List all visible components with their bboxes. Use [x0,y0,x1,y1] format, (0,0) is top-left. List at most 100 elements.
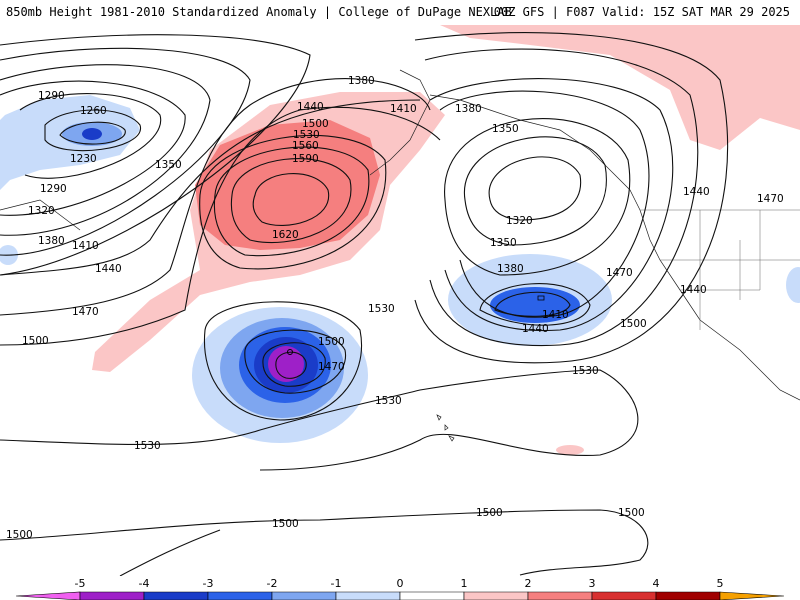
positive-anomaly-small [556,445,584,455]
colorbar-segment [719,591,785,600]
contour-1500 [0,106,441,346]
contour-1350-east [464,136,607,246]
colorbar-tick-label: 5 [717,577,724,590]
colorbar-tick-label: -1 [331,577,342,590]
contour-1410 [0,34,311,276]
colorbar-tick-label: -5 [75,577,86,590]
contour-labels: 1290 1260 1230 1290 1320 1350 1380 1410 … [6,75,784,541]
colorbar-tick-label: 1 [461,577,468,590]
contour-1350 [0,64,211,236]
contour-1440-central [275,351,307,379]
contour-1500-southwest [119,529,221,576]
colorbar-segment [399,591,465,600]
low-center-markers [287,295,545,355]
negative-anomaly-central-band-5 [268,346,304,382]
negative-anomaly-nw-band-1 [0,95,140,190]
contour-1470-central [262,342,326,387]
contour-label: 1530 [375,395,402,407]
colorbar-segment [591,591,657,600]
contour-label: 1500 [620,318,647,330]
contour-1500-east [414,32,729,364]
contour-label: 1470 [318,361,345,373]
contour-1410-east-low [494,291,571,317]
coastline-north-america [429,94,800,401]
coastlines [0,69,800,442]
anomaly-map: 1290 1260 1230 1290 1320 1350 1380 1410 … [0,22,800,576]
header-bar: 850mb Height 1981-2010 Standardized Anom… [0,0,800,22]
negative-anomaly-far-east [786,267,800,303]
contour-1290 [19,93,162,179]
contour-1590 [230,158,352,244]
contour-1530 [199,134,387,270]
contour-label: 1530 [134,440,161,452]
contour-1530-mid [0,369,639,471]
contour-label: 1350 [492,123,519,135]
anomaly-colorbar: -5 -4 -3 -2 -1 0 1 2 3 4 5 [15,577,785,600]
contour-1620 [252,173,330,226]
contour-label: 1260 [80,105,107,117]
positive-anomaly-ne [440,25,800,150]
contour-label: 1530 [368,303,395,315]
coastline-asia [0,199,81,231]
contour-label: 1440 [683,186,710,198]
contour-1320 [0,80,186,216]
contour-1440-east-low [479,283,591,326]
contour-1530-central [203,301,362,421]
colorbar-tick-label: -2 [267,577,278,590]
contour-label: 1560 [292,140,319,152]
contour-1440-east [429,78,674,332]
contour-1230 [59,121,126,145]
contour-1470 [0,78,431,316]
colorbar-segment [207,591,273,600]
contour-label: 1440 [95,263,122,275]
colorbar-segment [655,591,721,600]
contour-label: 1500 [618,507,645,519]
contour-label: 1380 [38,235,65,247]
contour-label: 1410 [72,240,99,252]
contour-1440 [0,99,421,276]
contour-label: 1350 [490,237,517,249]
contour-1410-east [439,90,650,318]
contour-label: 1470 [72,306,99,318]
contour-label: 1500 [6,529,33,541]
run-valid-time: 00Z GFS | F087 Valid: 15Z SAT MAR 29 202… [493,5,790,19]
contour-label: 1530 [293,129,320,141]
map-title: 850mb Height 1981-2010 Standardized Anom… [6,5,512,19]
contour-label: 1590 [292,153,319,165]
contour-label: 1290 [40,183,67,195]
contour-1380 [0,47,251,256]
contour-label: 1500 [476,507,503,519]
low-center-marker [287,349,293,355]
contour-1470-east [424,48,699,347]
contour-label: 1530 [572,365,599,377]
colorbar-segment [335,591,401,600]
contour-label: 1410 [542,309,569,321]
contour-label: 1350 [155,159,182,171]
contour-label: 1500 [318,336,345,348]
colorbar-tick-label: -4 [139,577,150,590]
contour-label: 1290 [38,90,65,102]
negative-anomaly-shading [0,95,800,443]
contour-label: 1380 [348,75,375,87]
colorbar-tick-label: -3 [203,577,214,590]
state-borders [640,209,800,330]
coastline-alaska [369,69,431,176]
colorbar-tick-label: 0 [397,577,404,590]
contour-1560 [213,146,370,257]
negative-anomaly-nw-band-3 [82,128,102,140]
height-contours [0,32,729,576]
contour-1260 [44,109,141,152]
contour-label: 1470 [606,267,633,279]
colorbar-tick-label: 2 [525,577,532,590]
colorbar-tick-label: 4 [653,577,660,590]
contour-label: 1500 [22,335,49,347]
colorbar-segment [271,591,337,600]
contour-label: 1440 [522,323,549,335]
hawaii-islands [436,414,455,442]
contour-label: 1320 [28,205,55,217]
contour-1320-east [488,156,582,221]
contour-1500-central [244,329,347,394]
colorbar-segment [463,591,529,600]
contour-label: 1620 [272,229,299,241]
contour-label: 1440 [680,284,707,296]
